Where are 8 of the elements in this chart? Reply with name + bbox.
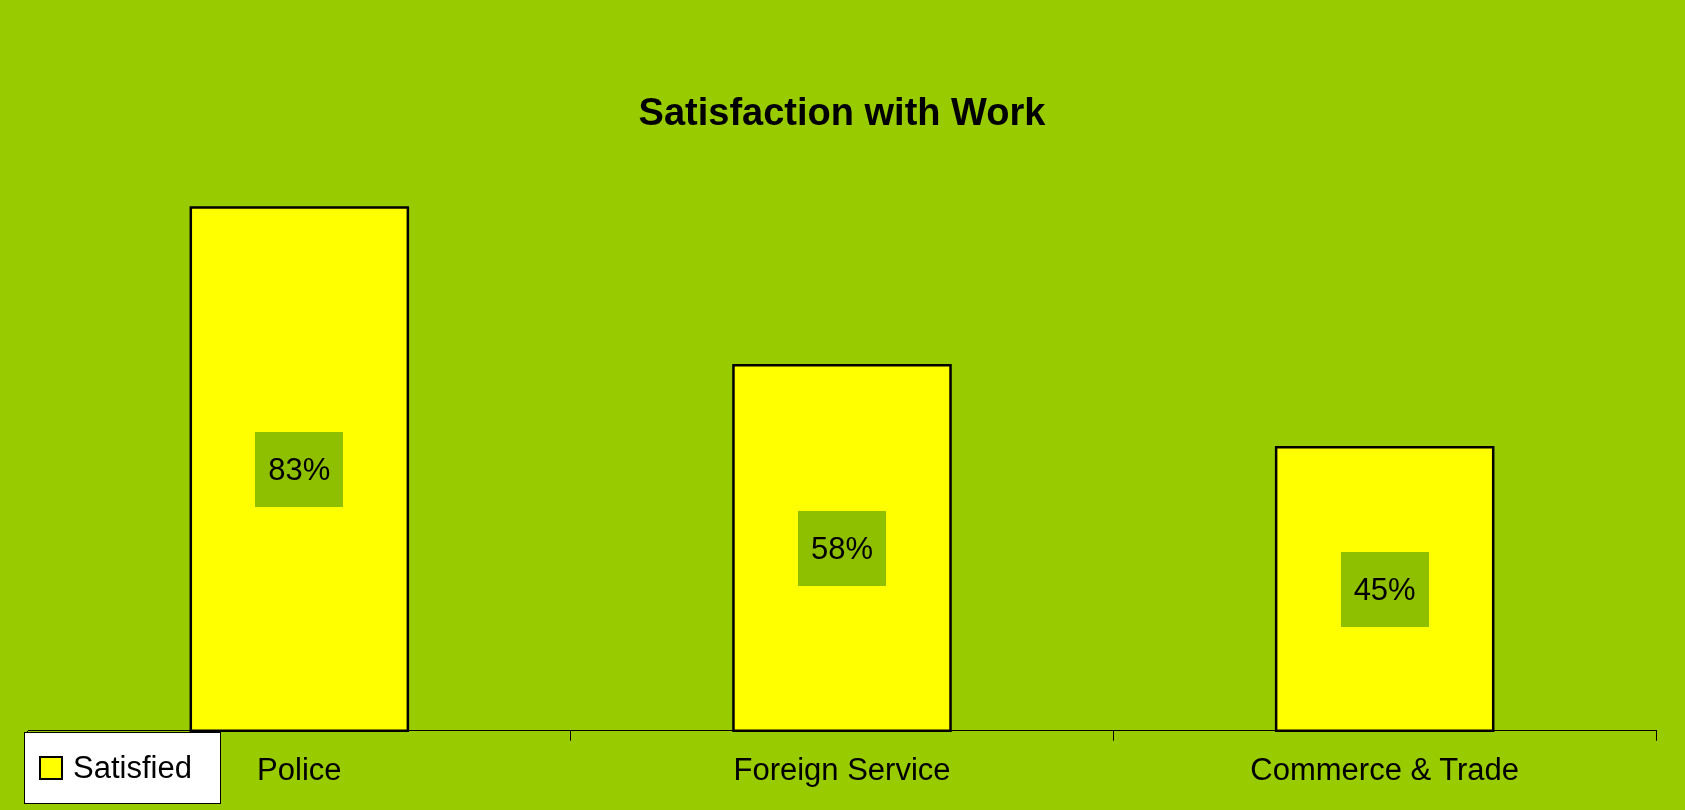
data-label: 45% (1340, 551, 1429, 627)
legend-label: Satisfied (73, 750, 192, 786)
data-label: 83% (255, 432, 344, 508)
data-label: 58% (798, 510, 886, 586)
x-tick-label: Foreign Service (733, 751, 951, 787)
x-tick-label: Commerce & Trade (1250, 751, 1520, 787)
x-tick-label: Police (257, 751, 342, 787)
chart-title: Satisfaction with Work (638, 91, 1047, 134)
